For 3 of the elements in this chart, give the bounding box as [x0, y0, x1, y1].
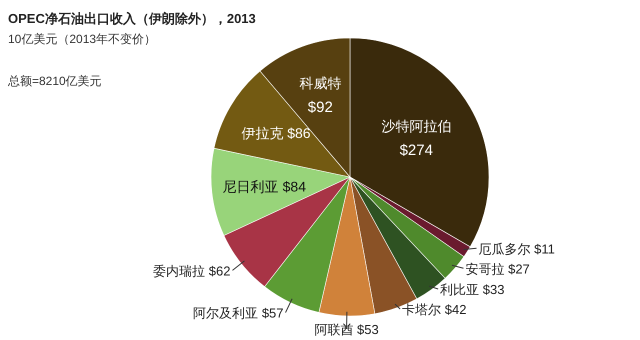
subtitle: 10亿美元（2013年不变价） [8, 32, 156, 46]
annotation: 总额=8210亿美元 [8, 74, 102, 88]
title: OPEC净石油出口收入（伊朗除外），2013 [8, 11, 256, 26]
